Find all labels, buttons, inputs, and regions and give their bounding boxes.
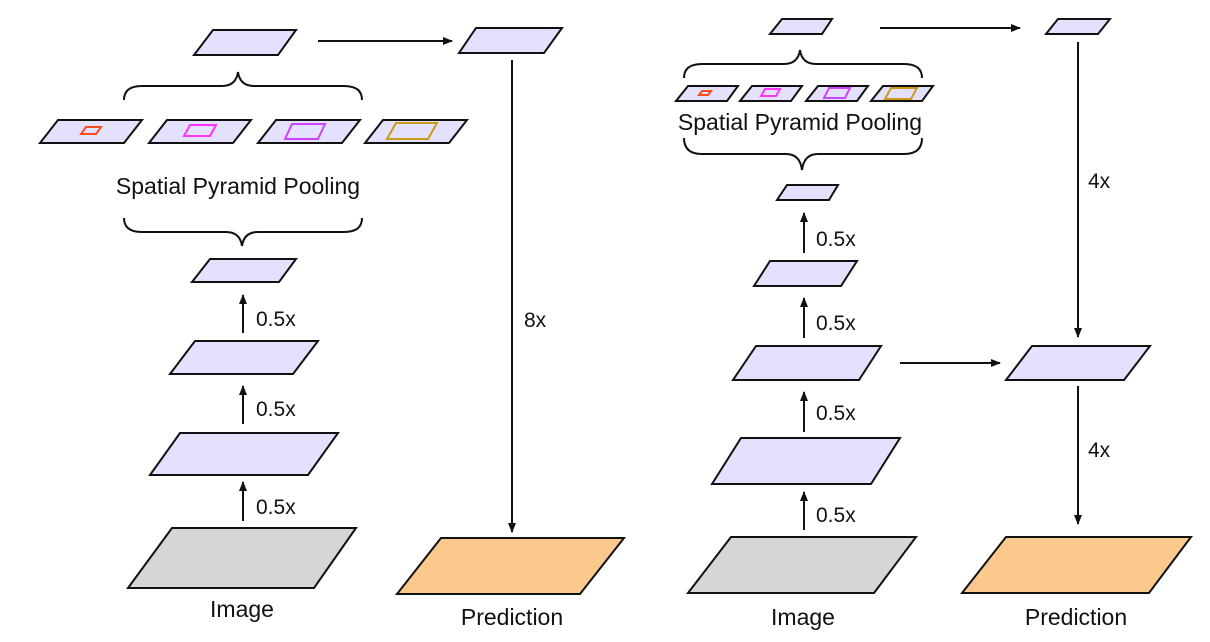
- left-prediction-plane: [394, 537, 627, 595]
- left-image-label: Image: [210, 596, 274, 622]
- right-pool-map-2: [737, 85, 804, 102]
- right-pool-region-1: [697, 90, 713, 96]
- left-image-plane: [126, 527, 358, 589]
- right-upper-brace: [683, 49, 923, 79]
- right-feature-map-1: [710, 437, 902, 485]
- left-pool-map-1: [37, 119, 145, 144]
- right-scale-label-4: 0.5x: [816, 228, 856, 251]
- right-upsample-bottom-label: 4x: [1088, 439, 1111, 462]
- right-diagram: 0.5x 0.5x 0.5x 0.5x Spatial Pyramid Pool…: [673, 18, 1193, 630]
- right-pool-map-1: [673, 85, 740, 102]
- left-pool-map-3: [255, 119, 363, 144]
- left-feature-map-3: [189, 258, 298, 283]
- right-pool-region-3: [822, 87, 852, 99]
- right-upsample-top-label: 4x: [1088, 170, 1111, 193]
- right-lower-brace: [683, 137, 923, 171]
- left-pool-region-2: [182, 124, 218, 137]
- left-scale-label-3: 0.5x: [256, 308, 296, 331]
- left-pool-region-3: [283, 123, 327, 140]
- left-logit-map: [457, 27, 564, 54]
- right-feature-map-3: [752, 260, 859, 287]
- right-pool-region-4: [883, 87, 919, 100]
- left-pool-map-2: [146, 119, 254, 144]
- left-pool-region-4: [385, 122, 439, 140]
- right-spp-label: Spatial Pyramid Pooling: [678, 109, 922, 135]
- left-diagram: 0.5x 0.5x 0.5x Spatial Pyramid Pooling 8…: [37, 27, 627, 630]
- left-lower-brace: [123, 217, 363, 247]
- left-concat-map: [191, 29, 298, 56]
- left-pooling-maps: [37, 119, 470, 144]
- left-feature-map-2: [167, 340, 321, 375]
- right-pool-region-2: [759, 88, 782, 97]
- left-feature-map-1: [148, 432, 340, 476]
- left-pool-map-4: [362, 119, 470, 144]
- right-decoder-map: [1003, 345, 1153, 381]
- left-scale-label-1: 0.5x: [256, 496, 296, 519]
- left-prediction-label: Prediction: [461, 604, 563, 630]
- right-feature-map-4: [775, 184, 840, 201]
- right-image-label: Image: [771, 604, 835, 630]
- right-scale-label-1: 0.5x: [816, 504, 856, 527]
- left-pool-region-1: [79, 126, 103, 135]
- right-scale-label-3: 0.5x: [816, 312, 856, 335]
- right-concat-map: [767, 18, 834, 35]
- right-prediction-label: Prediction: [1025, 604, 1127, 630]
- left-spp-label: Spatial Pyramid Pooling: [116, 173, 360, 199]
- right-pool-map-3: [803, 85, 870, 102]
- right-logit-map: [1043, 18, 1113, 35]
- left-upper-brace: [123, 71, 363, 101]
- right-prediction-plane: [959, 536, 1193, 594]
- right-scale-label-2: 0.5x: [816, 402, 856, 425]
- left-scale-label-2: 0.5x: [256, 398, 296, 421]
- right-pooling-maps: [673, 85, 935, 102]
- right-image-plane: [685, 536, 918, 594]
- left-upsample-label: 8x: [524, 309, 547, 332]
- right-feature-map-2: [731, 345, 883, 381]
